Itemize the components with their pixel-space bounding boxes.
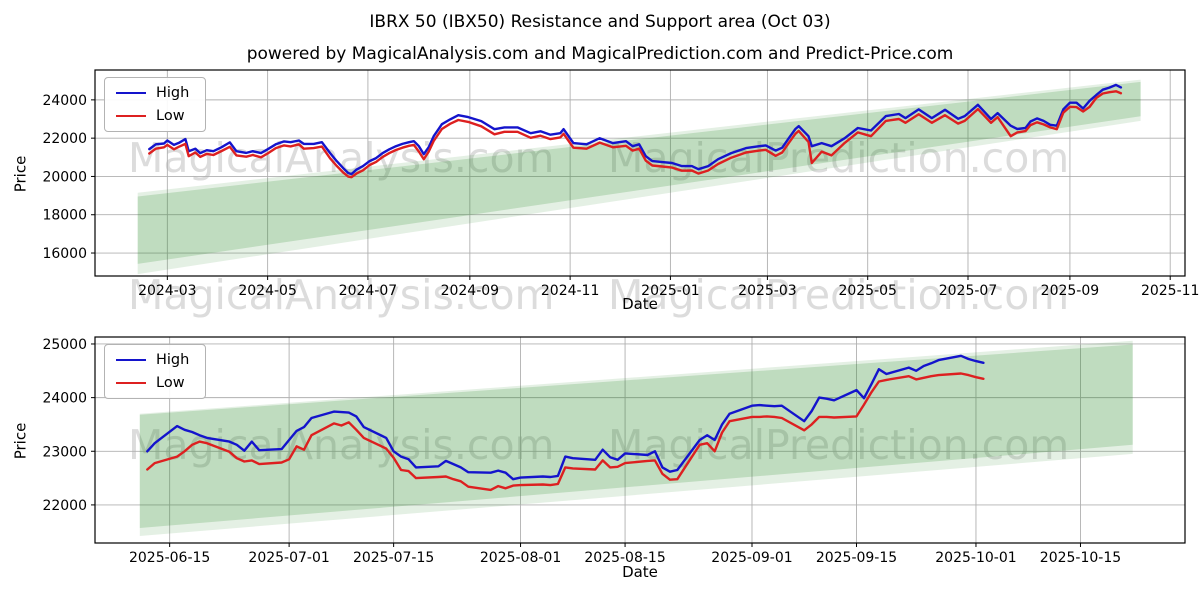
bottom-low-line	[146, 372, 985, 492]
top-x-ticklabel: 2025-09	[1041, 283, 1100, 299]
legend-label-high: High	[156, 352, 190, 368]
top-x-ticklabel: 2025-05	[838, 283, 897, 299]
bottom-x-ticklabel: 2025-07-01	[248, 550, 329, 566]
bottom-yaxis-label: Price	[11, 422, 30, 460]
top-y-ticklabel: 20000	[42, 169, 87, 185]
legend-item-high: High	[116, 352, 189, 368]
top-high-line	[148, 83, 1123, 176]
low-line-swatch	[116, 115, 146, 117]
bottom-x-ticklabel: 2025-10-15	[1040, 550, 1121, 566]
bottom-x-ticklabel: 2025-09-15	[816, 550, 897, 566]
bottom-y-ticklabel: 25000	[42, 337, 87, 353]
top-x-ticklabel: 2024-07	[339, 283, 398, 299]
top-x-ticklabel: 2025-01	[641, 283, 700, 299]
bottom-x-ticklabel: 2025-10-01	[935, 550, 1016, 566]
legend-label-high: High	[156, 85, 190, 101]
bottom-legend: High Low	[104, 344, 207, 399]
bottom-plot-frame	[94, 336, 1186, 544]
legend-label-low: Low	[156, 375, 185, 391]
bottom-xaxis-label: Date	[622, 563, 658, 581]
top-x-ticklabel: 2024-03	[138, 283, 197, 299]
bottom-x-ticklabel: 2025-08-15	[584, 550, 665, 566]
top-low-line	[148, 90, 1123, 179]
top-x-ticklabel: 2025-11	[1141, 283, 1200, 299]
legend-item-high: High	[116, 85, 189, 101]
top-plot-frame	[94, 69, 1186, 277]
top-support-resistance-band	[137, 79, 1141, 275]
top-x-ticklabel: 2024-05	[238, 283, 297, 299]
legend-item-low: Low	[116, 375, 189, 391]
legend-item-low: Low	[116, 108, 189, 124]
high-line-swatch	[116, 359, 146, 361]
bottom-y-ticklabel: 22000	[42, 498, 87, 514]
top-support-resistance-band	[137, 81, 1141, 264]
bottom-x-ticklabel: 2025-09-01	[711, 550, 792, 566]
top-y-ticklabel: 16000	[42, 246, 87, 262]
top-y-ticklabel: 24000	[42, 93, 87, 109]
bottom-y-ticklabel: 23000	[42, 444, 87, 460]
high-line-swatch	[116, 92, 146, 94]
top-x-ticklabel: 2024-09	[441, 283, 500, 299]
bottom-support-resistance-band	[139, 340, 1133, 536]
top-y-ticklabel: 18000	[42, 208, 87, 224]
top-x-ticklabel: 2024-11	[541, 283, 600, 299]
figure-title: IBRX 50 (IBX50) Resistance and Support a…	[369, 12, 831, 32]
top-x-ticklabel: 2025-07	[939, 283, 998, 299]
top-x-ticklabel: 2025-03	[738, 283, 797, 299]
figure-subtitle: powered by MagicalAnalysis.com and Magic…	[246, 44, 954, 64]
bottom-support-resistance-band	[139, 344, 1133, 528]
top-legend: High Low	[104, 77, 207, 132]
top-yaxis-label: Price	[11, 155, 30, 193]
top-y-ticklabel: 22000	[42, 131, 87, 147]
low-line-swatch	[116, 382, 146, 384]
bottom-x-ticklabel: 2025-06-15	[129, 550, 210, 566]
bottom-y-ticklabel: 24000	[42, 391, 87, 407]
bottom-x-ticklabel: 2025-07-15	[353, 550, 434, 566]
bottom-x-ticklabel: 2025-08-01	[480, 550, 561, 566]
legend-label-low: Low	[156, 108, 185, 124]
bottom-high-line	[146, 354, 985, 481]
top-xaxis-label: Date	[622, 295, 658, 313]
